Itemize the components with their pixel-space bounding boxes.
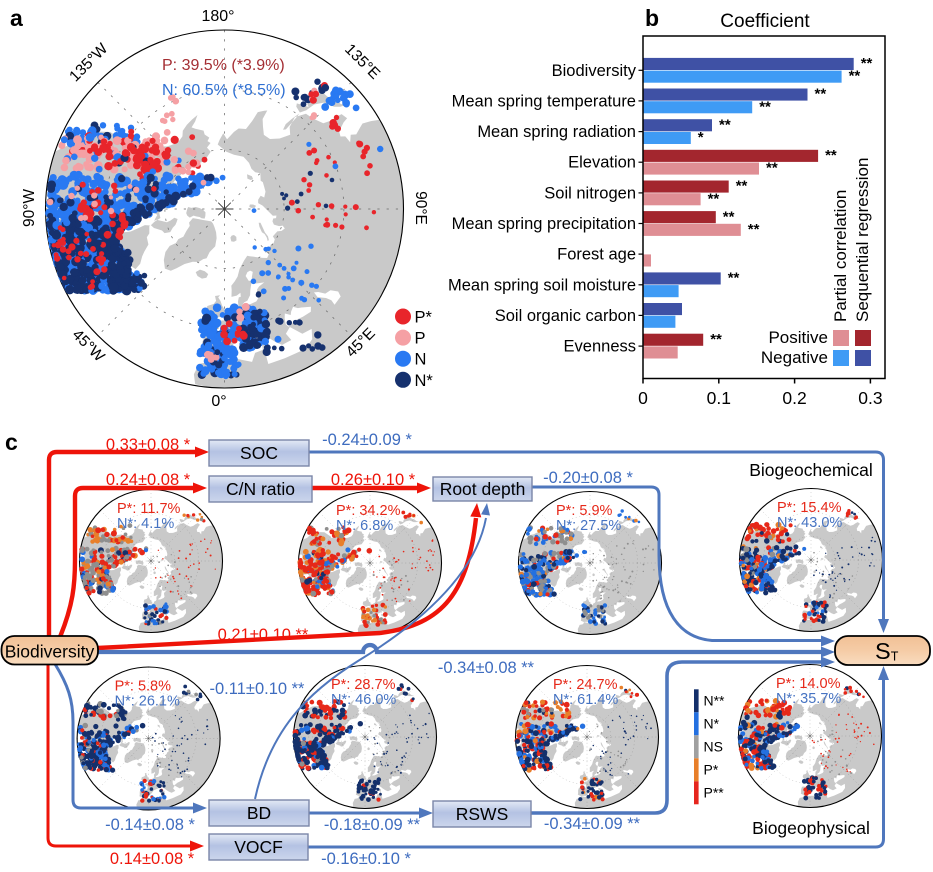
svg-text:**: ** <box>825 147 837 164</box>
svg-text:N*: 43.0%: N*: 43.0% <box>777 515 842 531</box>
svg-text:P*: P* <box>415 309 433 327</box>
svg-text:Biogeochemical: Biogeochemical <box>749 460 873 480</box>
svg-text:**: ** <box>748 221 760 238</box>
svg-text:Mean spring precipitation: Mean spring precipitation <box>452 215 636 233</box>
svg-text:b: b <box>645 5 659 31</box>
svg-text:-0.20±0.08 *: -0.20±0.08 * <box>543 469 633 487</box>
svg-text:0.3: 0.3 <box>858 388 882 408</box>
svg-text:Biodiversity: Biodiversity <box>5 642 95 662</box>
svg-text:SOC: SOC <box>240 443 278 463</box>
svg-text:Negative: Negative <box>761 348 828 367</box>
svg-text:N*: 61.4%: N*: 61.4% <box>553 692 618 708</box>
svg-text:0.21±0.10 **: 0.21±0.10 ** <box>218 626 309 644</box>
svg-text:N*: 27.5%: N*: 27.5% <box>556 518 621 534</box>
svg-text:Biogeophysical: Biogeophysical <box>752 818 870 838</box>
svg-text:Forest age: Forest age <box>557 246 636 264</box>
svg-text:P*: 15.4%: P*: 15.4% <box>777 500 842 516</box>
svg-text:Evenness: Evenness <box>564 338 636 356</box>
svg-text:Mean spring soil moisture: Mean spring soil moisture <box>448 276 636 294</box>
svg-text:**: ** <box>861 55 873 72</box>
svg-text:**: ** <box>728 270 740 287</box>
svg-text:-0.18±0.09 **: -0.18±0.09 ** <box>324 816 421 834</box>
svg-text:0: 0 <box>638 388 648 408</box>
svg-text:Partial correlation: Partial correlation <box>831 190 850 322</box>
svg-text:a: a <box>10 5 23 31</box>
svg-text:P*: 14.0%: P*: 14.0% <box>776 676 841 692</box>
svg-text:**: ** <box>849 68 861 85</box>
svg-text:Mean spring temperature: Mean spring temperature <box>452 92 636 110</box>
svg-text:**: ** <box>766 160 778 177</box>
svg-text:**: ** <box>723 208 735 225</box>
svg-text:90°W: 90°W <box>21 189 38 227</box>
svg-text:-0.34±0.08 **: -0.34±0.08 ** <box>438 659 535 677</box>
svg-text:-0.34±0.09 **: -0.34±0.09 ** <box>544 815 641 833</box>
svg-text:P: 39.5% (*3.9%): P: 39.5% (*3.9%) <box>162 57 285 74</box>
svg-text:Positive: Positive <box>768 328 828 347</box>
svg-text:P: P <box>415 330 426 348</box>
svg-text:Soil organic carbon: Soil organic carbon <box>495 307 636 325</box>
svg-text:**: ** <box>815 86 827 103</box>
svg-text:0°: 0° <box>211 393 226 410</box>
svg-text:N*: N* <box>415 372 434 390</box>
svg-text:Soil nitrogen: Soil nitrogen <box>544 184 636 202</box>
svg-text:RSWS: RSWS <box>456 804 509 824</box>
svg-text:**: ** <box>719 116 731 133</box>
svg-text:N*: 6.8%: N*: 6.8% <box>336 518 393 534</box>
svg-text:180°: 180° <box>201 8 234 25</box>
svg-text:P*: 34.2%: P*: 34.2% <box>336 503 401 519</box>
svg-text:P**: P** <box>704 784 725 800</box>
svg-text:Mean spring radiation: Mean spring radiation <box>477 123 636 141</box>
svg-text:0.26±0.10 *: 0.26±0.10 * <box>331 471 416 489</box>
svg-text:N: 60.5% (*8.5%): N: 60.5% (*8.5%) <box>162 82 286 99</box>
svg-text:BD: BD <box>247 803 271 823</box>
svg-text:P*: P* <box>704 761 719 777</box>
svg-text:0.1: 0.1 <box>707 388 731 408</box>
svg-text:P*: 28.7%: P*: 28.7% <box>331 677 396 693</box>
svg-text:P*: 5.9%: P*: 5.9% <box>556 503 613 519</box>
svg-text:-0.16±0.10 *: -0.16±0.10 * <box>321 850 411 868</box>
svg-text:c: c <box>5 429 18 455</box>
svg-text:90°E: 90°E <box>412 191 429 225</box>
svg-text:0.24±0.08 *: 0.24±0.08 * <box>106 471 191 489</box>
svg-text:VOCF: VOCF <box>234 837 283 857</box>
svg-text:P*: 11.7%: P*: 11.7% <box>117 501 181 517</box>
svg-text:-0.14±0.08 *: -0.14±0.08 * <box>105 816 195 834</box>
svg-text:P*: 5.8%: P*: 5.8% <box>115 679 172 695</box>
svg-text:N*: 4.1%: N*: 4.1% <box>117 516 174 532</box>
svg-text:C/N ratio: C/N ratio <box>226 479 295 499</box>
svg-text:Sequential regression: Sequential regression <box>853 158 872 322</box>
svg-text:Elevation: Elevation <box>568 154 636 172</box>
svg-text:0.33±0.08 *: 0.33±0.08 * <box>106 436 191 454</box>
svg-text:**: ** <box>736 178 748 195</box>
svg-text:Biodiversity: Biodiversity <box>552 62 637 80</box>
svg-text:*: * <box>698 129 704 146</box>
svg-text:P*: 24.7%: P*: 24.7% <box>553 677 618 693</box>
svg-text:**: ** <box>710 331 722 348</box>
svg-text:-0.11±0.10 **: -0.11±0.10 ** <box>210 680 306 698</box>
svg-text:0.14±0.08 *: 0.14±0.08 * <box>110 850 195 868</box>
svg-text:-0.24±0.09 *: -0.24±0.09 * <box>322 431 412 449</box>
svg-text:NS: NS <box>704 738 723 754</box>
svg-text:Root depth: Root depth <box>440 479 526 499</box>
svg-text:0.2: 0.2 <box>782 388 806 408</box>
svg-text:N: N <box>415 351 427 369</box>
svg-text:N*: 46.0%: N*: 46.0% <box>331 692 396 708</box>
svg-text:**: ** <box>708 190 720 207</box>
svg-text:N**: N** <box>704 692 726 708</box>
svg-text:N*: 35.7%: N*: 35.7% <box>776 691 841 707</box>
svg-text:N*: 26.1%: N*: 26.1% <box>115 694 180 710</box>
svg-text:Coefficient: Coefficient <box>720 11 810 32</box>
svg-text:**: ** <box>759 98 771 115</box>
svg-text:N*: N* <box>704 715 720 731</box>
